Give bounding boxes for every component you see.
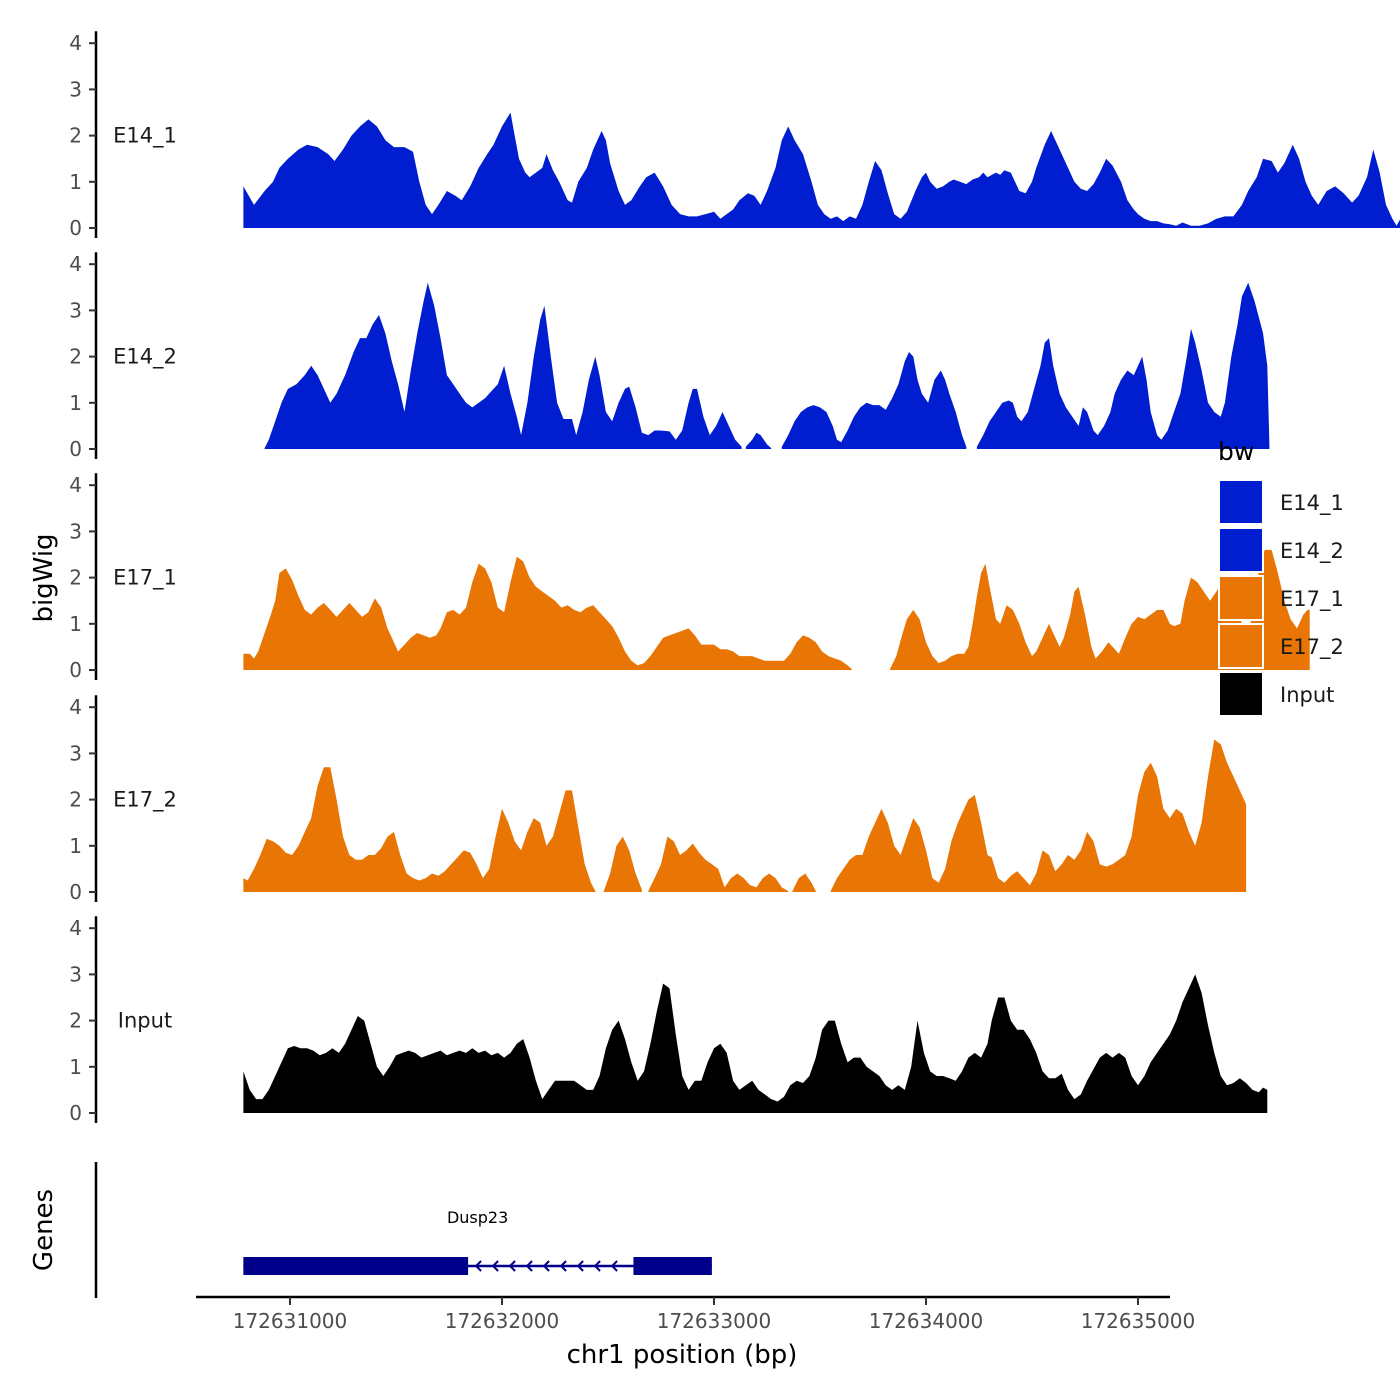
y-tick-label: 4 (69, 252, 82, 276)
x-tick-label: 172635000 (1081, 1309, 1196, 1333)
strand-arrow (559, 1260, 567, 1272)
y-tick-label: 1 (69, 1055, 82, 1079)
y-tick-label: 4 (69, 31, 82, 55)
gene-models: Dusp23 (243, 1208, 712, 1275)
y-tick-label: 0 (69, 216, 82, 240)
legend: bw E14_1 E14_2 E17_1 E17_2 Input (1218, 437, 1344, 717)
legend-label: E14_1 (1280, 491, 1344, 516)
legend-swatch (1218, 575, 1264, 621)
legend-entry: E17_2 (1218, 623, 1344, 669)
coverage-area (792, 873, 816, 892)
coverage-area (603, 836, 642, 892)
x-tick-label: 172632000 (445, 1309, 560, 1333)
y-tick-label: 3 (69, 77, 82, 101)
y-tick-label: 3 (69, 298, 82, 322)
strand-arrow (508, 1260, 516, 1272)
legend-entries: E14_1 E14_2 E17_1 E17_2 Input (1218, 479, 1344, 717)
legend-entry: E17_1 (1218, 575, 1344, 621)
legend-swatch (1218, 479, 1264, 525)
track-e14-1: 0 1 2 3 4 E14_1 (69, 31, 1400, 240)
strand-arrow (593, 1260, 601, 1272)
track-e17-2: 0 1 2 3 4 E17_2 (69, 695, 1247, 904)
legend-swatch (1218, 623, 1264, 669)
track-label: Input (118, 1009, 172, 1033)
legend-label: E17_1 (1280, 587, 1344, 612)
track-e17-1: 0 1 2 3 4 E17_1 (69, 473, 1310, 682)
strand-arrow (525, 1260, 533, 1272)
y-tick-label: 0 (69, 658, 82, 682)
legend-swatch (1218, 527, 1264, 573)
legend-entry: E14_1 (1218, 479, 1344, 525)
coverage-area (781, 352, 967, 449)
gene-name-label: Dusp23 (447, 1208, 508, 1227)
track-label: E17_1 (113, 566, 177, 591)
track-input: 0 1 2 3 4 Input (69, 916, 1268, 1125)
x-axis: 172631000 172632000 172633000 172634000 1726… (196, 1295, 1196, 1370)
y-tick-label: 3 (69, 519, 82, 543)
track-label: E14_1 (113, 124, 177, 149)
strand-arrow (491, 1260, 499, 1272)
genes-axis-title: Genes (29, 1189, 59, 1271)
y-tick-label: 1 (69, 170, 82, 194)
legend-entry: Input (1218, 671, 1334, 717)
y-tick-label: 2 (69, 1009, 82, 1033)
y-tick-label: 2 (69, 566, 82, 590)
strand-arrow (542, 1260, 550, 1272)
track-e14-2: 0 1 2 3 4 E14_2 (69, 252, 1270, 461)
track-label: E17_2 (113, 788, 177, 813)
legend-title: bw (1218, 437, 1254, 466)
strand-arrow (576, 1260, 584, 1272)
coverage-area (976, 282, 1270, 449)
coverage-area (243, 974, 1268, 1113)
y-axis-title-text: bigWig (29, 533, 59, 622)
y-tick-label: 3 (69, 741, 82, 765)
x-tick-label: 172634000 (869, 1309, 984, 1333)
y-tick-label: 2 (69, 788, 82, 812)
legend-label: E14_2 (1280, 539, 1344, 564)
coverage-area (243, 112, 1400, 228)
y-tick-label: 1 (69, 612, 82, 636)
y-tick-label: 1 (69, 391, 82, 415)
y-tick-label: 1 (69, 834, 82, 858)
y-tick-label: 3 (69, 962, 82, 986)
legend-label: E17_2 (1280, 635, 1344, 660)
track-label: E14_2 (113, 345, 177, 370)
gene-model: Dusp23 (243, 1208, 712, 1275)
strand-arrow (610, 1260, 618, 1272)
y-tick-label: 4 (69, 695, 82, 719)
genes-panel: Genes Dusp23 (29, 1162, 712, 1298)
y-tick-label: 0 (69, 437, 82, 461)
legend-label: Input (1280, 683, 1334, 707)
tracks-layer: 0 1 2 3 4 E14_1 0 1 2 3 4 E14_2 0 1 2 3 4 E17_1 0 1 2 3 4 E17_2… (69, 31, 1400, 1125)
coverage-area (264, 282, 742, 449)
x-tick-label: 172631000 (233, 1309, 348, 1333)
y-tick-label: 4 (69, 473, 82, 497)
coverage-area (830, 739, 1247, 892)
legend-entry: E14_2 (1218, 527, 1344, 573)
y-axis-title: bigWig (29, 533, 59, 622)
coverage-area (243, 767, 596, 892)
x-axis-ticks: 172631000 172632000 172633000 172634000 1726… (233, 1297, 1196, 1333)
gene-exon (243, 1257, 469, 1275)
x-tick-label: 172633000 (657, 1309, 772, 1333)
coverage-area (890, 549, 1310, 670)
y-tick-label: 2 (69, 124, 82, 148)
coverage-area (648, 836, 789, 892)
y-tick-label: 0 (69, 880, 82, 904)
coverage-area (745, 432, 772, 449)
y-tick-label: 0 (69, 1101, 82, 1125)
y-tick-label: 2 (69, 345, 82, 369)
x-axis-title: chr1 position (bp) (567, 1340, 798, 1370)
gene-exon (633, 1257, 712, 1275)
strand-arrow (474, 1260, 482, 1272)
coverage-area (243, 556, 852, 670)
legend-swatch (1218, 671, 1264, 717)
y-tick-label: 4 (69, 916, 82, 940)
